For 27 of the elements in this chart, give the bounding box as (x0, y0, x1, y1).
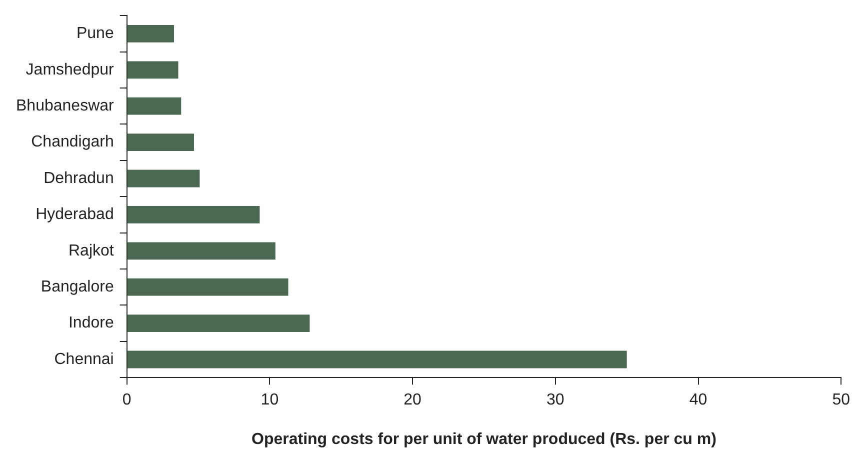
x-tick-label: 40 (689, 392, 708, 409)
x-tick-label: 10 (260, 392, 279, 409)
bar (127, 278, 288, 296)
y-tick-label: Chandigarh (31, 134, 114, 151)
x-tick-label: 0 (122, 392, 132, 409)
y-tick-label: Bangalore (40, 278, 114, 296)
x-tick-label: 20 (404, 392, 422, 409)
y-tick-label: Hyderabad (36, 206, 114, 224)
bar (127, 314, 310, 332)
bar (127, 134, 194, 151)
y-tick-label: Dehradun (44, 170, 114, 187)
bar (127, 97, 182, 115)
bar (127, 61, 178, 79)
y-tick-label: Bhubaneswar (16, 98, 115, 115)
bar (127, 170, 200, 188)
bar (127, 206, 260, 224)
y-tick-label: Chennai (54, 350, 114, 368)
x-tick-label: 30 (546, 392, 564, 409)
bar (127, 25, 174, 42)
y-tick-label: Indore (68, 314, 114, 332)
y-tick-label: Rajkot (68, 242, 114, 260)
bar (127, 350, 627, 368)
y-tick-label: Jamshedpur (26, 61, 115, 78)
x-tick-label: 50 (832, 392, 850, 409)
bar (127, 242, 276, 260)
x-axis-title: Operating costs for per unit of water produced (Rs. per cu m) (251, 430, 716, 448)
y-tick-label: Pune (76, 25, 114, 42)
